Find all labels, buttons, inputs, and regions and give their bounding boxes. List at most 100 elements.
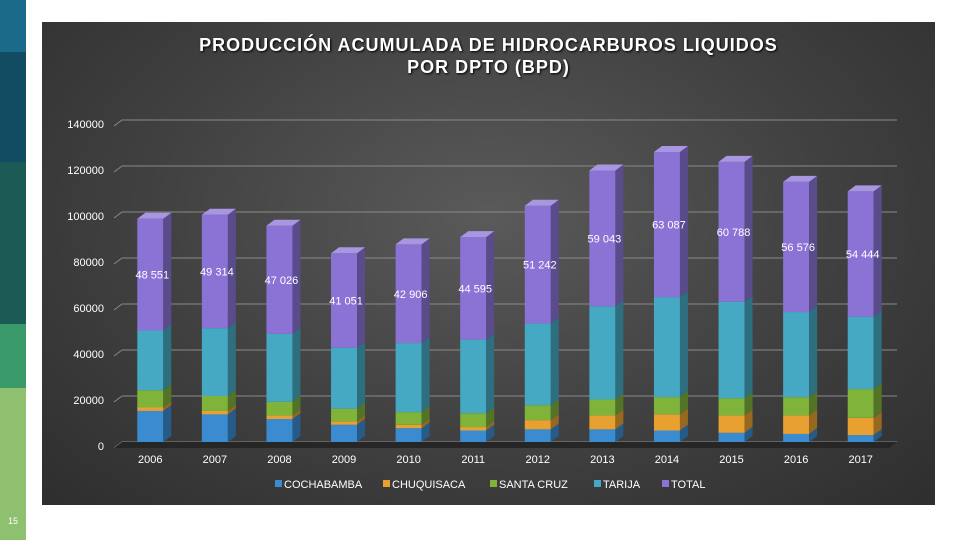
bar-top bbox=[460, 231, 495, 238]
bar-segment-cochabamba bbox=[201, 414, 228, 442]
y-tick-label: 140000 bbox=[67, 119, 104, 131]
bar-side bbox=[679, 291, 688, 398]
bar-segment-cochabamba bbox=[847, 435, 874, 442]
bar-segment-total bbox=[524, 205, 551, 324]
y-tick-label: 60000 bbox=[73, 303, 104, 315]
bar-segment-cochabamba bbox=[589, 429, 616, 442]
bar-segment-cochabamba bbox=[653, 430, 680, 442]
bar-side bbox=[550, 399, 559, 421]
bar-side bbox=[227, 322, 236, 396]
bar-top bbox=[589, 164, 624, 171]
bar-side bbox=[163, 384, 172, 408]
bar-side bbox=[679, 408, 688, 431]
bar-segment-tarija bbox=[653, 297, 680, 398]
bar-side bbox=[744, 426, 753, 442]
gridline-slant bbox=[113, 395, 123, 403]
bar-segment-chuquisaca bbox=[137, 407, 164, 411]
legend-label: CHUQUISACA bbox=[392, 479, 466, 491]
bar-side bbox=[163, 401, 172, 411]
bar-side bbox=[163, 212, 172, 331]
bar-side bbox=[744, 295, 753, 399]
x-tick-label: 2010 bbox=[396, 454, 420, 466]
bar-side bbox=[421, 337, 430, 413]
bar-side bbox=[809, 391, 818, 416]
chart-panel: PRODUCCIÓN ACUMULADA DE HIDROCARBUROS LI… bbox=[42, 22, 935, 505]
bar-segment-tarija bbox=[331, 347, 358, 409]
bar-side bbox=[679, 424, 688, 442]
data-label: 47 026 bbox=[265, 275, 299, 287]
bar-segment-tarija bbox=[201, 328, 228, 396]
bar-segment-santa-cruz bbox=[460, 413, 487, 428]
data-label: 54 444 bbox=[846, 249, 880, 261]
bar-side bbox=[679, 145, 688, 298]
chart-title: PRODUCCIÓN ACUMULADA DE HIDROCARBUROS LI… bbox=[42, 34, 935, 78]
bar-segment-santa-cruz bbox=[331, 408, 358, 422]
bar-side bbox=[421, 406, 430, 425]
bar-side bbox=[615, 393, 624, 416]
bar-segment-santa-cruz bbox=[783, 397, 810, 416]
x-tick-label: 2007 bbox=[203, 454, 227, 466]
data-label: 44 595 bbox=[458, 283, 492, 295]
bar-top bbox=[653, 145, 688, 152]
stacked-bar-chart: 0 20000 40000 60000 80000 100000 120000 140000 4… bbox=[67, 119, 897, 491]
bar-side bbox=[550, 199, 559, 324]
bar-segment-santa-cruz bbox=[201, 396, 228, 411]
bar-segment-total bbox=[331, 253, 358, 348]
bar-top bbox=[331, 247, 366, 254]
bar-side bbox=[873, 185, 882, 317]
gridline-slant bbox=[113, 211, 123, 219]
bar-segment-tarija bbox=[266, 333, 293, 402]
bar-segment-tarija bbox=[524, 323, 551, 406]
bar-segment-total bbox=[201, 214, 228, 329]
bar-side bbox=[550, 414, 559, 430]
legend-label: SANTA CRUZ bbox=[499, 479, 568, 491]
bar-segment-chuquisaca bbox=[718, 415, 745, 433]
chart-title-line2: POR DPTO (BPD) bbox=[407, 57, 570, 77]
bar-top bbox=[395, 238, 430, 245]
bar-side bbox=[744, 392, 753, 416]
bar-top bbox=[847, 185, 882, 192]
bar-side bbox=[227, 390, 236, 411]
gridline-slant bbox=[113, 349, 123, 357]
side-stripe-2 bbox=[0, 52, 26, 162]
bar-segment-total bbox=[718, 161, 745, 302]
bar-segment-tarija bbox=[137, 330, 164, 391]
bar-segment-chuquisaca bbox=[783, 415, 810, 434]
bar-segment-total bbox=[847, 191, 874, 317]
bar-segment-santa-cruz bbox=[589, 399, 616, 416]
bar-side bbox=[744, 409, 753, 433]
side-stripe-1 bbox=[0, 0, 26, 52]
chart-title-line1: PRODUCCIÓN ACUMULADA DE HIDROCARBUROS LI… bbox=[199, 35, 778, 55]
bar-segment-chuquisaca bbox=[653, 414, 680, 431]
bar-side bbox=[615, 164, 624, 307]
legend-label: COCHABAMBA bbox=[284, 479, 363, 491]
bar-side bbox=[163, 324, 172, 391]
bar-segment-tarija bbox=[460, 339, 487, 414]
y-tick-label: 40000 bbox=[73, 349, 104, 361]
bar-side bbox=[357, 415, 366, 425]
legend-label: TOTAL bbox=[671, 479, 705, 491]
bar-segment-santa-cruz bbox=[266, 401, 293, 416]
data-label: 63 087 bbox=[652, 220, 686, 232]
bar-side bbox=[227, 408, 236, 442]
bar-side bbox=[163, 404, 172, 442]
data-label: 42 906 bbox=[394, 289, 428, 301]
bar-segment-cochabamba bbox=[718, 432, 745, 442]
bar-side bbox=[486, 424, 495, 442]
bar-side bbox=[292, 219, 301, 334]
data-label: 49 314 bbox=[200, 266, 234, 278]
bar-segment-tarija bbox=[783, 312, 810, 398]
bar-side bbox=[421, 238, 430, 344]
gridline-slant bbox=[113, 303, 123, 311]
bar-segment-santa-cruz bbox=[718, 398, 745, 416]
bar-segment-chuquisaca bbox=[395, 424, 422, 429]
bar-top bbox=[201, 208, 236, 215]
y-tick-label: 0 bbox=[98, 441, 104, 453]
bar-side bbox=[292, 327, 301, 402]
bar-segment-chuquisaca bbox=[201, 410, 228, 415]
x-tick-label: 2011 bbox=[461, 454, 485, 466]
bar-segment-total bbox=[395, 244, 422, 344]
bar-side bbox=[744, 155, 753, 302]
data-label: 41 051 bbox=[329, 295, 363, 307]
bar-side bbox=[550, 317, 559, 406]
